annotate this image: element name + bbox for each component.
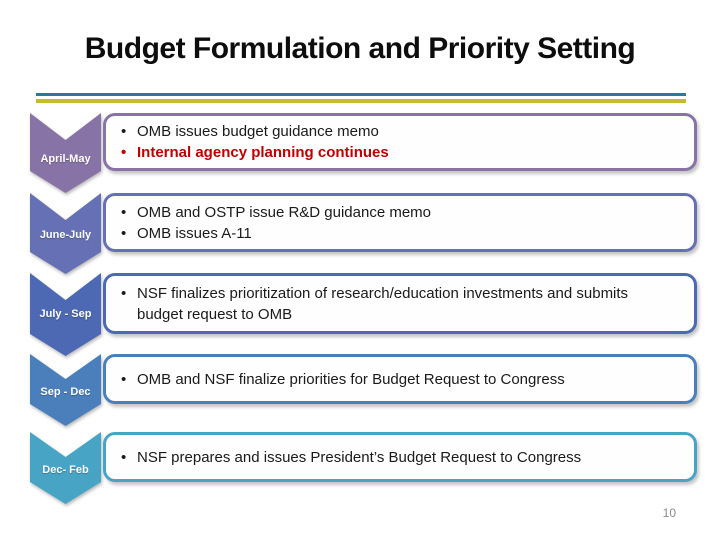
chevron-down-icon bbox=[30, 432, 101, 504]
bullet-item: OMB issues budget guidance memo bbox=[118, 121, 389, 142]
bullet-list: NSF prepares and issues President’s Budg… bbox=[118, 447, 581, 468]
timeline-period-label: Sep - Dec bbox=[40, 386, 91, 398]
bullet-list: OMB and OSTP issue R&D guidance memo OMB… bbox=[118, 202, 431, 244]
timeline-period-label: April-May bbox=[40, 153, 91, 165]
timeline-box: OMB and OSTP issue R&D guidance memo OMB… bbox=[103, 193, 697, 252]
bullet-item: OMB and OSTP issue R&D guidance memo bbox=[118, 202, 431, 223]
timeline-period-label: June-July bbox=[39, 229, 92, 241]
bullet-list: NSF finalizes prioritization of research… bbox=[118, 283, 642, 325]
timeline-box: OMB and NSF finalize priorities for Budg… bbox=[103, 354, 697, 404]
timeline-period-label: Dec- Feb bbox=[42, 464, 89, 476]
timeline-box: OMB issues budget guidance memo Internal… bbox=[103, 113, 697, 171]
bullet-item: OMB and NSF finalize priorities for Budg… bbox=[118, 369, 565, 390]
bullet-item: OMB issues A-11 bbox=[118, 223, 431, 244]
page-number: 10 bbox=[662, 506, 676, 520]
chevron-down-icon bbox=[30, 273, 101, 356]
divider-line-teal bbox=[36, 93, 686, 96]
chevron-down-icon bbox=[30, 113, 101, 193]
bullet-item: NSF prepares and issues President’s Budg… bbox=[118, 447, 581, 468]
bullet-list: OMB issues budget guidance memo Internal… bbox=[118, 121, 389, 163]
timeline-box: NSF finalizes prioritization of research… bbox=[103, 273, 697, 334]
bullet-item-emphasis: Internal agency planning continues bbox=[118, 142, 389, 163]
timeline-period-label: July - Sep bbox=[39, 308, 92, 320]
timeline-box: NSF prepares and issues President’s Budg… bbox=[103, 432, 697, 482]
bullet-item: NSF finalizes prioritization of research… bbox=[118, 283, 642, 325]
chevron-down-icon bbox=[30, 193, 101, 274]
page-title: Budget Formulation and Priority Setting bbox=[84, 32, 636, 65]
bullet-list: OMB and NSF finalize priorities for Budg… bbox=[118, 369, 565, 390]
divider-line-yellow bbox=[36, 99, 686, 103]
chevron-down-icon bbox=[30, 354, 101, 426]
